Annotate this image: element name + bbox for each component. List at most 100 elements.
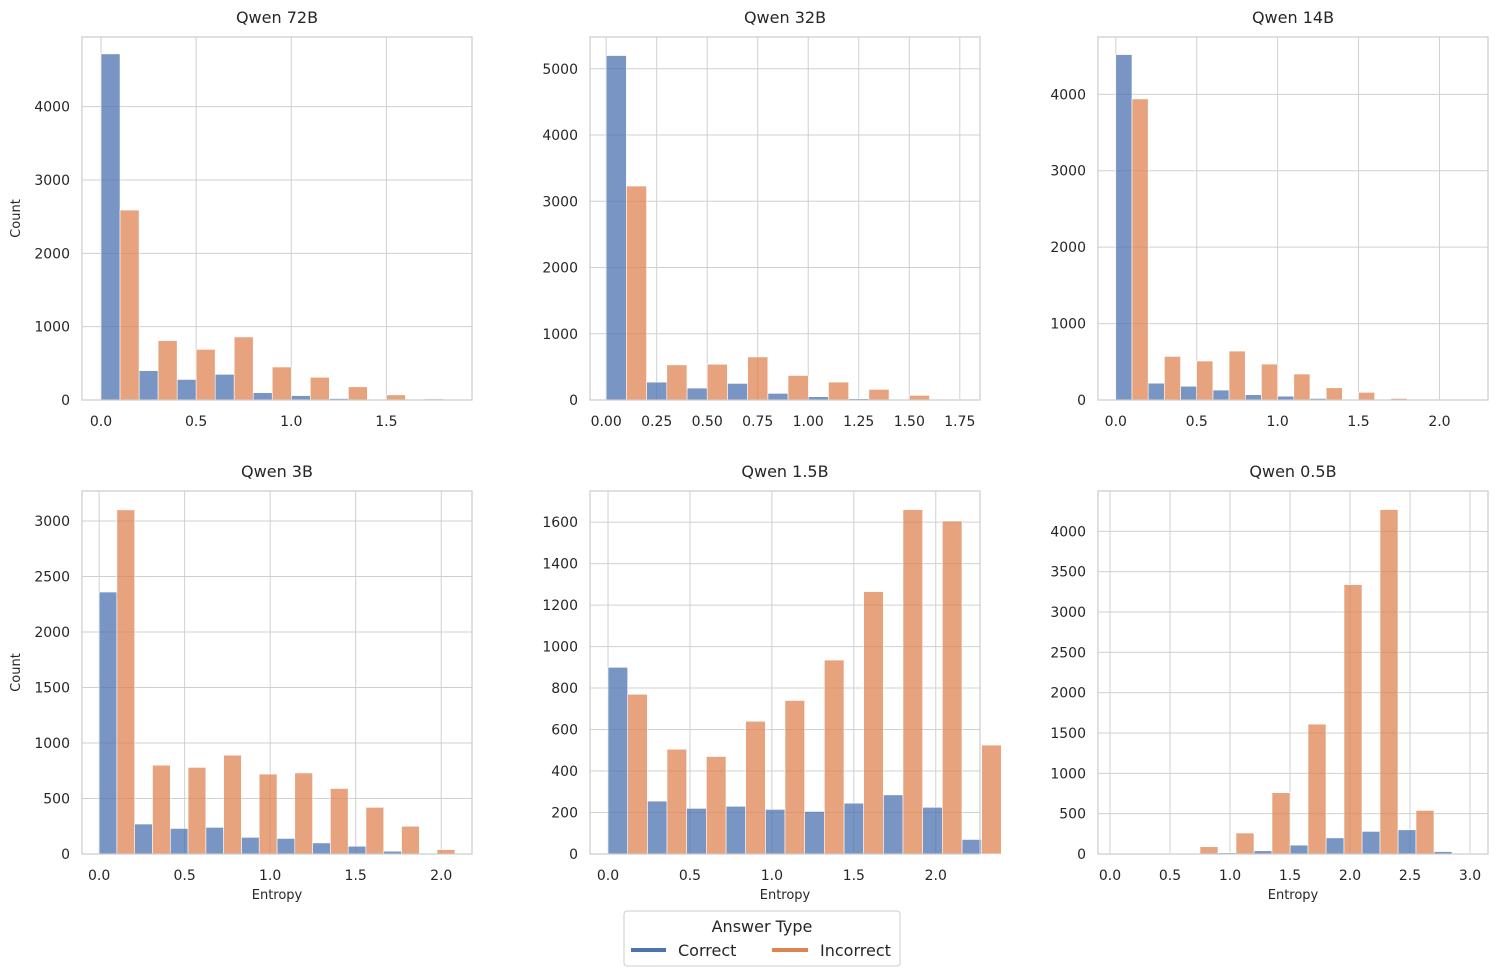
bar-correct <box>686 387 708 401</box>
bar-correct <box>605 55 627 401</box>
x-tick-label: 0.0 <box>1099 868 1121 884</box>
legend: Answer Type Correct Incorrect <box>623 910 901 967</box>
bar-incorrect <box>863 591 884 855</box>
bar-incorrect <box>401 825 420 855</box>
bar-correct <box>1397 829 1417 855</box>
y-tick-label: 1000 <box>34 320 70 336</box>
bar-incorrect <box>1293 373 1311 401</box>
plot-frame <box>1097 36 1489 401</box>
bar-incorrect <box>1325 387 1343 401</box>
subplot-qwen-72b: 0.0 0.5 1.0 1.5 0 1000 2000 3000 4000 Qwen 72B Cou… <box>9 8 473 430</box>
bar-correct <box>843 802 864 855</box>
bar-incorrect <box>1235 832 1255 855</box>
plot-frame <box>589 36 981 401</box>
y-tick-label: 3000 <box>1050 605 1086 621</box>
x-tick-label: 2.0 <box>1339 868 1361 884</box>
x-tick-label: 1.5 <box>345 868 367 884</box>
subplot-qwen-32b: 0.00 0.25 0.50 0.75 1.00 1.25 1.50 1.75 0 1000 200… <box>542 8 981 430</box>
subplot-qwen-14b: 0.0 0.5 1.0 1.5 2.0 0 1000 2000 3000 4000 Qwen 14B <box>1050 8 1489 430</box>
bar-correct <box>214 374 235 401</box>
bar-correct <box>1244 394 1262 401</box>
x-tick-label: 0.75 <box>742 414 773 430</box>
y-tick-label: 0 <box>1077 393 1086 409</box>
x-tick-label: 0.5 <box>679 868 701 884</box>
bar-incorrect <box>626 185 647 401</box>
x-axis-label: Entropy <box>760 888 811 903</box>
plot-frame <box>81 490 473 855</box>
bar-incorrect <box>1196 360 1214 401</box>
bar-correct <box>1147 382 1165 401</box>
bar-correct <box>961 839 982 855</box>
bar-incorrect <box>706 756 727 855</box>
bar-incorrect <box>119 209 140 401</box>
bar-incorrect <box>157 340 178 401</box>
bar-correct <box>347 845 367 855</box>
y-tick-label: 2500 <box>34 569 70 585</box>
y-tick-label: 1000 <box>34 736 70 752</box>
bar-correct <box>241 837 260 855</box>
x-tick-label: 1.0 <box>761 868 783 884</box>
bar-correct <box>883 794 904 855</box>
y-tick-label: 3500 <box>1050 565 1086 581</box>
y-tick-label: 3000 <box>34 173 70 189</box>
x-tick-label: 2.0 <box>430 868 452 884</box>
x-tick-label: 1.00 <box>793 414 824 430</box>
bar-incorrect <box>1415 810 1435 855</box>
bar-correct <box>727 383 748 401</box>
x-tick-label: 0.0 <box>88 868 110 884</box>
bar-correct <box>804 811 825 855</box>
bar-incorrect <box>187 767 207 855</box>
bar-correct <box>205 827 224 855</box>
x-tick-label: 1.0 <box>1219 868 1241 884</box>
y-tick-label: 2000 <box>1050 686 1086 702</box>
y-tick-label: 200 <box>551 806 578 822</box>
bar-incorrect <box>294 772 313 855</box>
y-tick-label: 4000 <box>1050 524 1086 540</box>
y-tick-label: 5000 <box>542 62 578 78</box>
x-axis-label: Entropy <box>1268 888 1319 903</box>
subplot-qwen-1-5b: 0.0 0.5 1.0 1.5 2.0 0 200 400 600 800 1000 1200 1400… <box>542 462 1002 903</box>
x-tick-label: 1.5 <box>843 868 865 884</box>
bar-correct <box>1289 844 1309 855</box>
y-axis-label: Count <box>9 653 24 692</box>
bar-incorrect <box>233 336 254 401</box>
bar-incorrect <box>828 381 849 401</box>
x-tick-label: 1.50 <box>894 414 925 430</box>
bar-correct <box>252 392 273 401</box>
y-tick-label: 1200 <box>542 598 578 614</box>
legend-box <box>623 910 901 967</box>
y-tick-label: 1000 <box>1050 317 1086 333</box>
y-tick-label: 0 <box>569 393 578 409</box>
y-tick-label: 800 <box>551 681 578 697</box>
bar-correct <box>647 800 668 855</box>
bar-correct <box>134 823 153 855</box>
bar-incorrect <box>706 363 728 401</box>
bar-correct <box>607 667 628 855</box>
x-tick-label: 1.0 <box>259 868 281 884</box>
x-tick-label: 0.25 <box>641 414 672 430</box>
x-tick-label: 1.25 <box>843 414 874 430</box>
y-tick-label: 2000 <box>34 625 70 641</box>
x-tick-label: 1.5 <box>1279 868 1301 884</box>
bar-incorrect <box>747 356 769 401</box>
bar-correct <box>686 808 707 855</box>
y-tick-label: 3000 <box>542 194 578 210</box>
bar-incorrect <box>784 700 805 855</box>
x-tick-label: 0.5 <box>173 868 195 884</box>
x-tick-label: 1.5 <box>1347 414 1369 430</box>
y-axis-label: Count <box>9 199 24 238</box>
y-tick-label: 500 <box>1059 807 1086 823</box>
y-tick-label: 1600 <box>542 515 578 531</box>
x-tick-label: 0.0 <box>1105 414 1127 430</box>
bar-incorrect <box>271 366 292 401</box>
y-tick-label: 2500 <box>1050 645 1086 661</box>
bar-incorrect <box>1379 509 1399 855</box>
y-tick-label: 3000 <box>34 514 70 530</box>
bar-incorrect <box>1261 363 1278 401</box>
y-tick-label: 1500 <box>1050 726 1086 742</box>
bar-incorrect <box>908 395 930 401</box>
legend-title: Answer Type <box>712 917 813 936</box>
bar-incorrect <box>981 744 1002 855</box>
y-tick-label: 1000 <box>1050 766 1086 782</box>
bar-incorrect <box>1307 723 1327 855</box>
